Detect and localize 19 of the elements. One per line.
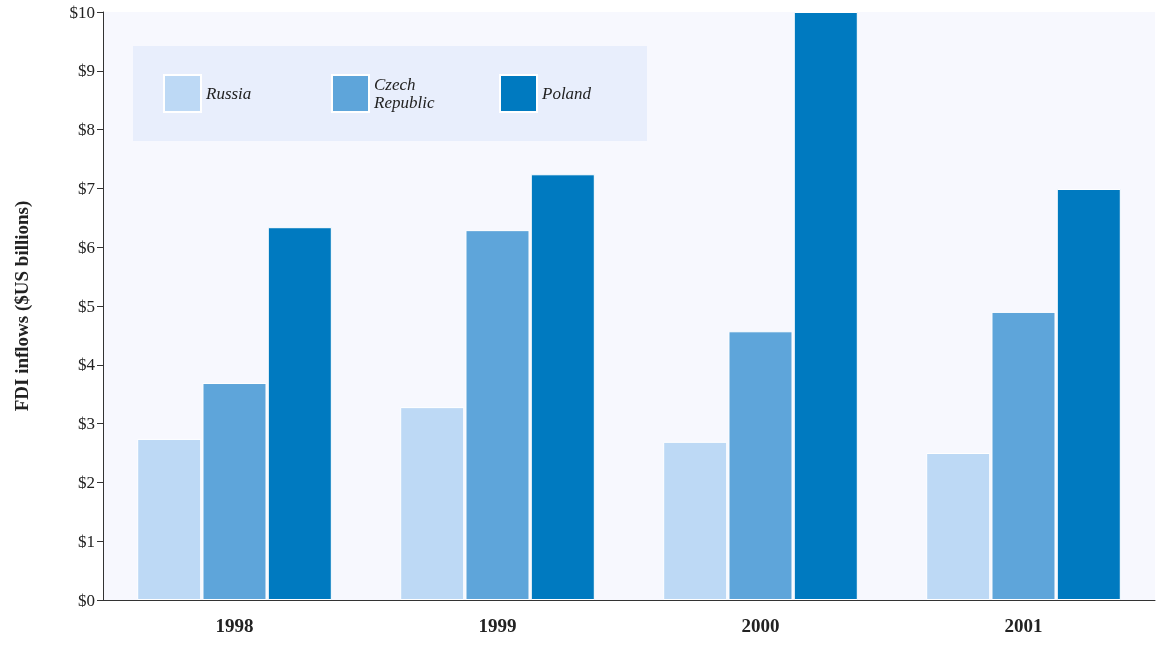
y-tick-label: $5 xyxy=(78,296,95,316)
y-tick-label: $7 xyxy=(78,178,96,198)
x-tick-label: 2001 xyxy=(1004,615,1043,636)
y-tick-label: $3 xyxy=(78,414,95,434)
legend-label: Russia xyxy=(205,84,252,103)
y-tick-label: $8 xyxy=(78,120,95,140)
y-tick-label: $1 xyxy=(78,531,95,551)
y-tick-label: $9 xyxy=(78,61,95,81)
y-tick-label: $10 xyxy=(69,2,95,22)
y-tick-label: $0 xyxy=(78,590,95,610)
y-tick-label: $2 xyxy=(78,472,95,492)
x-tick-label: 1999 xyxy=(478,615,517,636)
y-axis-title: FDI inflows ($US billions) xyxy=(11,200,33,412)
x-tick-label: 2000 xyxy=(741,615,780,636)
y-tick-label: $6 xyxy=(78,237,95,257)
y-tick-label: $4 xyxy=(78,355,96,375)
legend-label: Czech Republic xyxy=(373,75,435,112)
legend-label: Poland xyxy=(541,84,592,103)
x-tick-label: 1998 xyxy=(215,615,254,636)
